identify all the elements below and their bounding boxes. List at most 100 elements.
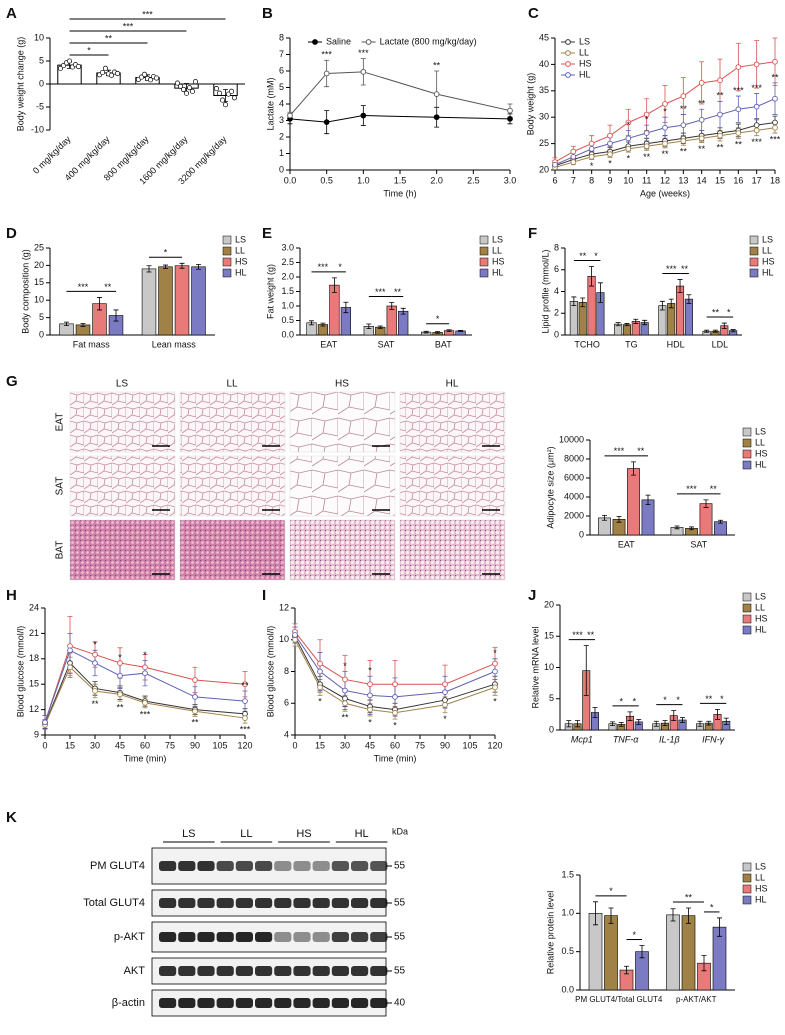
data-point — [607, 132, 613, 139]
x-tick-label: 17 — [752, 175, 762, 185]
y-tick-label: 10000 — [559, 434, 584, 444]
y-tick-label: 4 — [279, 98, 284, 108]
y-tick-label: 20 — [34, 260, 44, 270]
error-bar — [670, 908, 676, 922]
data-point — [433, 91, 440, 97]
error-bar — [704, 329, 710, 333]
data-point — [117, 660, 123, 666]
x-tick-label: 90 — [440, 740, 450, 750]
row-label: EAT — [55, 413, 66, 432]
data-point — [442, 681, 448, 688]
data-point — [507, 115, 513, 122]
error-bar — [730, 329, 736, 333]
blot-band — [255, 932, 273, 942]
data-point — [717, 111, 723, 118]
x-tick-label: LDL — [712, 339, 729, 349]
data-point — [392, 694, 398, 700]
legend-marker — [365, 39, 372, 45]
y-tick-label: 15 — [29, 679, 39, 689]
x-tick-label: BAT — [435, 339, 452, 349]
error-bar — [618, 722, 624, 727]
significance-label: *** — [240, 725, 251, 735]
data-point — [117, 691, 123, 698]
y-tick-label: 4 — [554, 286, 559, 296]
legend-swatch — [742, 592, 752, 602]
error-bar — [662, 720, 668, 727]
legend-swatch — [222, 235, 232, 245]
panel-letter: E — [262, 225, 272, 242]
error-bar — [423, 330, 429, 334]
blot-band — [255, 998, 273, 1008]
panel-letter: D — [6, 225, 17, 242]
error-bar — [715, 708, 720, 720]
significance-label: * — [343, 661, 347, 671]
y-axis-label: Body weight (g) — [525, 73, 535, 136]
micrograph — [399, 391, 506, 453]
legend-label: LL — [762, 245, 772, 255]
data-point — [772, 119, 778, 126]
error-bar — [712, 329, 718, 333]
blot-band — [197, 966, 215, 976]
significance-label: ** — [712, 307, 720, 317]
significance-label: ** — [587, 630, 595, 640]
significance-label: *** — [321, 50, 332, 60]
x-tick-label: 30 — [90, 740, 100, 750]
error-bar — [668, 298, 674, 309]
blot-band — [216, 932, 234, 942]
panel-letter: H — [6, 587, 17, 604]
error-bar — [653, 720, 659, 727]
data-point — [342, 676, 348, 683]
mw-label: 40 — [394, 998, 406, 1009]
error-bar — [686, 294, 692, 304]
blot-band — [178, 998, 196, 1008]
legend-swatch — [479, 268, 489, 278]
legend-label: LS — [579, 36, 590, 46]
y-tick-label: 45 — [539, 32, 549, 42]
error-bar — [697, 720, 703, 727]
column-label: LL — [226, 379, 238, 390]
data-point — [317, 668, 323, 675]
error-bar — [366, 323, 372, 330]
legend-label: Saline — [326, 36, 351, 46]
y-tick-label: 0 — [39, 329, 44, 339]
legend-label: LS — [492, 234, 503, 244]
error-bar — [589, 266, 595, 287]
significance-label: ** — [710, 484, 718, 494]
y-tick-label: 10 — [34, 32, 44, 42]
x-tick-label: 7 — [571, 175, 576, 185]
significance-label: * — [632, 930, 636, 940]
x-tick-label: TCHO — [574, 339, 600, 349]
legend-swatch — [222, 257, 232, 267]
x-tick-label: 15 — [65, 740, 75, 750]
x-tick-label: 0 — [42, 740, 47, 750]
data-point — [231, 95, 238, 101]
data-point — [216, 90, 223, 96]
blot-band — [312, 998, 330, 1008]
legend-swatch — [742, 625, 752, 635]
error-bar — [636, 718, 642, 725]
error-bar — [196, 263, 201, 270]
blot-band — [235, 861, 253, 871]
micrograph — [179, 391, 286, 453]
error-bar — [615, 322, 621, 327]
blot-row-label: Total GLUT4 — [83, 897, 145, 909]
data-point — [360, 112, 367, 119]
error-bar — [610, 721, 615, 727]
data-point — [228, 88, 235, 94]
x-axis-label: Time (min) — [124, 753, 167, 763]
y-tick-label: 24 — [29, 602, 39, 612]
bar — [191, 266, 206, 336]
data-point — [698, 80, 705, 86]
y-tick-label: 0 — [39, 78, 44, 88]
x-tick-label: 14 — [697, 175, 707, 185]
data-point — [142, 699, 148, 706]
y-tick-label: 15 — [544, 631, 554, 641]
y-tick-label: 4000 — [564, 491, 584, 501]
bar — [681, 915, 696, 991]
legend-swatch — [742, 862, 752, 872]
data-point — [772, 58, 778, 65]
error-bar — [580, 297, 586, 308]
x-tick-label: Mcp1 — [571, 734, 593, 744]
error-bar — [689, 526, 694, 531]
data-point — [180, 86, 187, 93]
